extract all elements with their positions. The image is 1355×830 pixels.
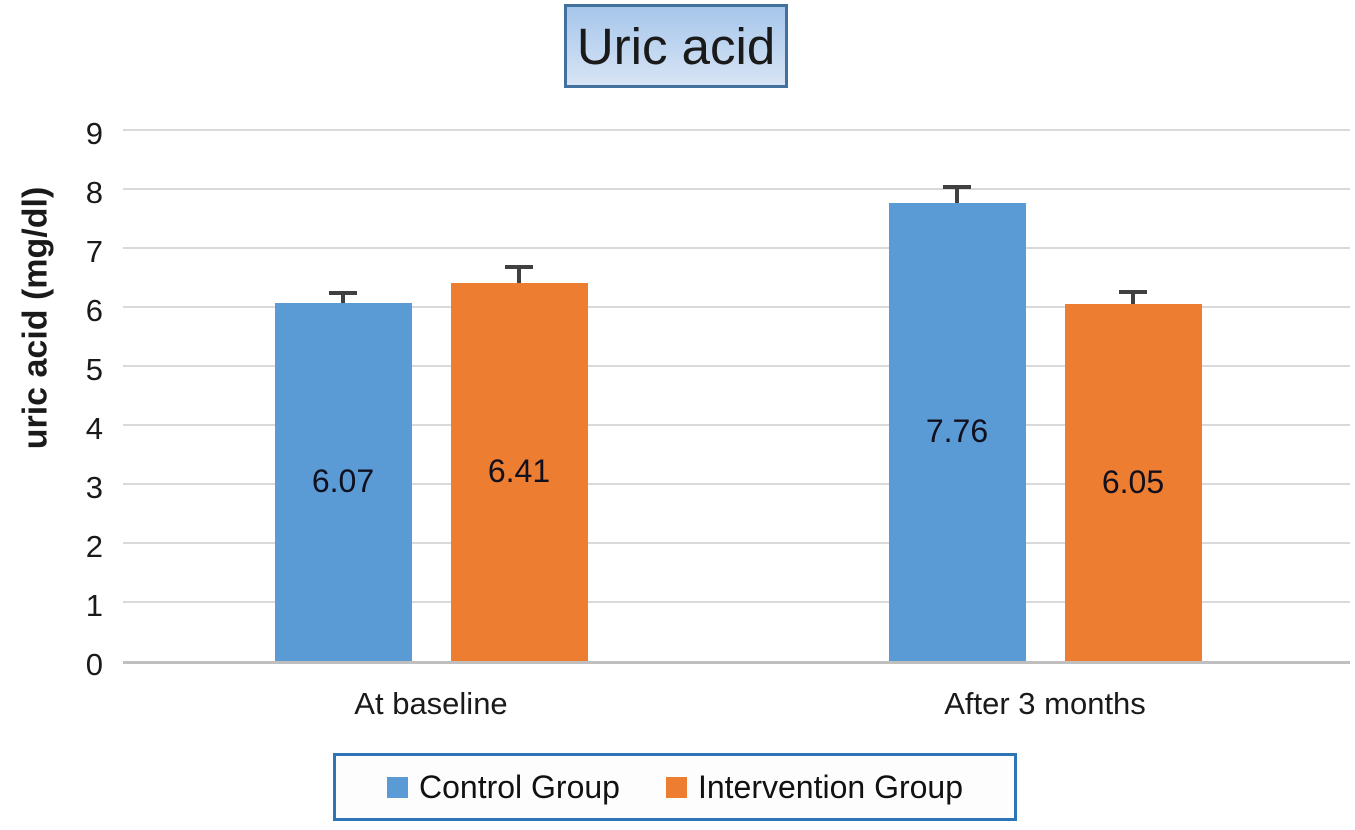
legend-label-intervention-group: Intervention Group [697, 768, 964, 805]
y-axis-tick-label: 3 [85, 470, 103, 505]
y-axis-tick-label: 7 [85, 234, 103, 269]
gridline [123, 247, 1350, 249]
bar-value-label: 6.05 [1101, 463, 1165, 500]
legend-swatch-icon [386, 776, 408, 798]
y-axis-tick-label: 5 [85, 352, 103, 387]
error-bar-stem [1131, 291, 1135, 305]
error-bar-stem [341, 292, 345, 303]
bar-value-label: 6.41 [487, 452, 551, 489]
y-axis-tick-label: 9 [85, 116, 103, 151]
error-bar-stem [517, 267, 521, 283]
bar-value-label: 7.76 [925, 413, 989, 450]
y-axis-tick-label: 1 [85, 588, 103, 623]
error-bar-cap [943, 184, 971, 189]
bar [888, 203, 1026, 661]
y-axis-tick-label: 6 [85, 293, 103, 328]
bar [1064, 304, 1202, 661]
gridline [123, 542, 1350, 544]
gridline [123, 306, 1350, 308]
legend-item-intervention-group: Intervention Group [665, 768, 964, 806]
bar [274, 302, 412, 661]
gridline [123, 188, 1350, 190]
legend-swatch-icon [665, 776, 687, 798]
x-axis-category-label: At baseline [354, 686, 508, 721]
gridline [123, 601, 1350, 603]
bar [450, 282, 588, 661]
gridline [123, 365, 1350, 367]
chart-title-box: Uric acid [564, 4, 788, 88]
error-bar-cap [1119, 289, 1147, 294]
y-axis-tick-label: 0 [85, 647, 103, 682]
y-axis-tick-label: 2 [85, 529, 103, 564]
y-axis-tick-label: 4 [85, 411, 103, 446]
y-axis-tick-label: 8 [85, 175, 103, 210]
error-bar-cap [505, 265, 533, 270]
legend-label-control-group: Control Group [418, 768, 620, 805]
chart-title: Uric acid [576, 17, 776, 75]
gridline [123, 129, 1350, 131]
x-axis-category-label: After 3 months [944, 686, 1146, 721]
legend-item-control-group: Control Group [386, 768, 620, 806]
legend: Control Group Intervention Group [333, 753, 1017, 821]
bar-value-label: 6.07 [311, 462, 375, 499]
error-bar-cap [329, 290, 357, 295]
gridline [123, 483, 1350, 485]
error-bar-stem [955, 186, 959, 204]
x-axis-line [123, 661, 1350, 664]
gridline [123, 424, 1350, 426]
